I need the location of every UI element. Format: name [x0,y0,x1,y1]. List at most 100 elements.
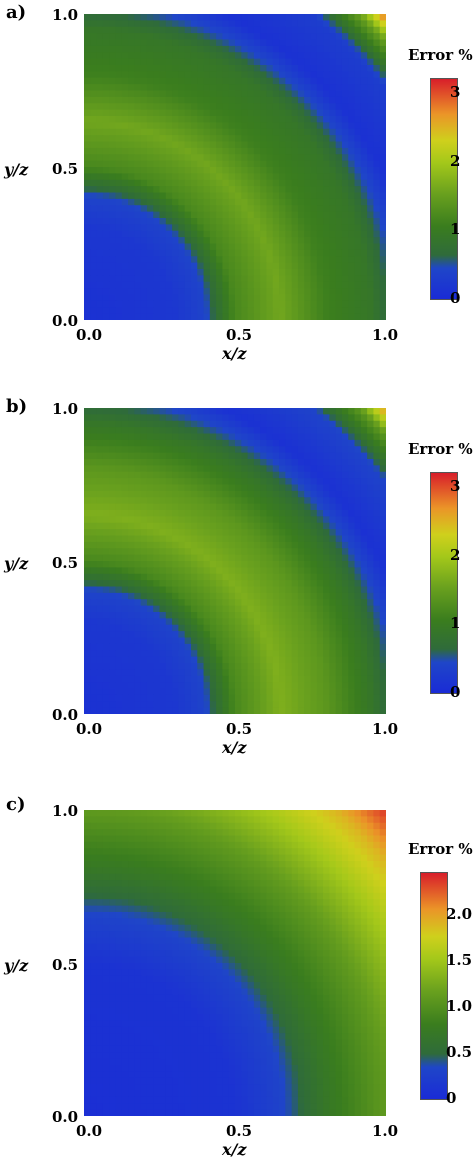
heatmap-cell [253,816,261,824]
heatmap-cell [329,84,337,92]
heatmap-cell [109,522,117,530]
heatmap-cell [304,313,312,320]
heatmap-cell [235,452,242,460]
heatmap-cell [153,45,161,53]
heatmap-cell [310,205,318,213]
heatmap-cell [96,256,104,264]
heatmap-cell [329,580,337,588]
heatmap-cell [360,433,368,441]
heatmap-cell [316,841,324,849]
heatmap-cell [341,90,349,98]
heatmap-cell [297,439,305,447]
heatmap-cell [304,822,312,830]
heatmap-cell [367,288,375,296]
heatmap-cell [216,160,224,168]
heatmap-cell [140,84,148,92]
heatmap-cell [323,612,330,619]
heatmap-cell [140,109,148,117]
heatmap-cell [291,522,299,530]
heatmap-cell [279,262,286,270]
heatmap-cell [165,605,173,613]
heatmap-cell [153,510,161,517]
heatmap-cell [146,84,154,92]
heatmap-cell [109,218,117,225]
heatmap-cell [241,262,249,270]
heatmap-cell [96,841,104,849]
heatmap-cell [102,135,110,143]
heatmap-cell [266,249,274,257]
heatmap-cell [216,427,224,435]
heatmap-cell [165,33,173,41]
heatmap-cell [348,237,356,245]
heatmap-cell [367,471,375,479]
heatmap-cell [253,510,261,517]
heatmap-cell [291,211,299,219]
heatmap-cell [285,45,293,53]
heatmap-cell [102,173,110,181]
heatmap-cell [128,573,135,581]
heatmap-cell [379,45,386,53]
heatmap-cell [159,694,167,702]
heatmap-cell [241,822,249,830]
heatmap-cell [253,173,261,181]
heatmap-cell [354,65,362,72]
heatmap-cell [178,503,186,511]
heatmap-cell [260,269,268,276]
heatmap-cell [197,816,205,824]
heatmap-cell [90,122,98,130]
heatmap-cell [102,39,110,47]
heatmap-cell [96,605,104,613]
heatmap-cell [153,414,161,422]
heatmap-cell [90,135,98,143]
heatmap-cell [90,288,98,296]
heatmap-cell [379,707,386,714]
heatmap-cell [203,218,211,225]
heatmap-cell [272,829,280,837]
heatmap-cell [348,116,356,123]
heatmap-cell [279,605,286,613]
heatmap-cell [341,205,349,213]
heatmap-cell [90,26,98,34]
heatmap-cell [197,554,205,562]
heatmap-cell [121,116,129,123]
heatmap-cell [134,135,142,143]
heatmap-cell [184,414,192,422]
heatmap-cell [90,599,98,607]
heatmap-cell [341,414,349,422]
heatmap-cell [140,471,148,479]
heatmap-cell [146,522,154,530]
heatmap-cell [102,103,110,111]
heatmap-cell [121,624,129,632]
heatmap-cell [272,186,280,194]
heatmap-cell [341,675,349,683]
heatmap-cell [272,294,280,302]
heatmap-cell [367,439,375,447]
heatmap-cell [159,300,167,308]
heatmap-cell [115,90,123,98]
heatmap-cell [184,605,192,613]
heatmap-cell [260,675,268,683]
heatmap-cell [367,26,375,34]
heatmap-cell [228,154,236,162]
heatmap-cell [115,554,123,562]
heatmap-cell [316,484,324,492]
heatmap-cell [235,45,242,53]
heatmap-cell [316,599,324,607]
heatmap-cell [184,179,192,187]
heatmap-cell [291,682,299,690]
heatmap-cell [203,33,211,41]
heatmap-cell [329,65,337,72]
heatmap-cell [235,39,242,47]
heatmap-cell [222,561,230,568]
heatmap-cell [285,288,293,296]
heatmap-cell [304,249,312,257]
heatmap-cell [304,116,312,123]
heatmap-cell [348,465,356,473]
heatmap-cell [96,618,104,626]
heatmap-cell [222,701,230,709]
heatmap-cell [172,478,179,486]
heatmap-cell [115,605,123,613]
heatmap-cell [203,275,211,283]
heatmap-canvas [84,408,386,714]
heatmap-cell [159,643,167,651]
